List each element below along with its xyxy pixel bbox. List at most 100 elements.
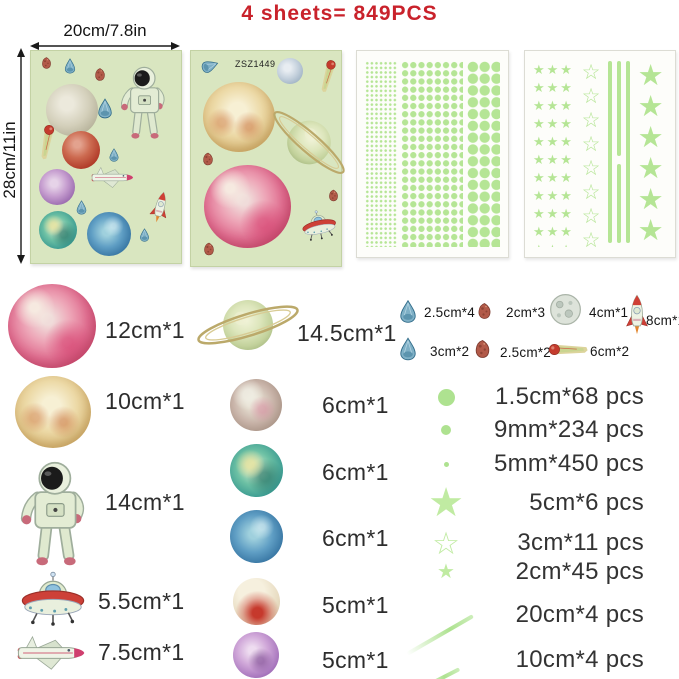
- medium-dots-grid: [401, 61, 463, 247]
- astronaut-icon: [121, 57, 169, 149]
- red-meteor-icon: [41, 56, 52, 70]
- red-planet-icon: [62, 131, 100, 169]
- large-stars-column: ★★★★★★: [637, 61, 664, 247]
- blue-planet-icon: [230, 510, 283, 563]
- space-shuttle-icon: [90, 164, 136, 191]
- earth-icon: [39, 211, 77, 249]
- moon-icon: [277, 58, 303, 84]
- glow-strip: [626, 61, 631, 243]
- large-dots-grid: [467, 61, 500, 247]
- legend-row: 1.5cm*68 pcs: [420, 381, 644, 413]
- item-label: 3cm*2: [430, 344, 470, 359]
- small-dots-grid: [365, 61, 397, 247]
- pink-planet-icon: [8, 284, 96, 368]
- dot-medium-icon: [420, 425, 472, 435]
- item-label: 4cm*1: [589, 305, 629, 320]
- ufo-icon: [12, 570, 94, 628]
- width-dimension-label: 20cm/7.8in: [63, 21, 147, 40]
- legend-row: 5mm*450 pcs: [420, 449, 644, 479]
- legend-row: 20cm*4 pcs: [406, 593, 644, 656]
- legend-label: 9mm*234 pcs: [493, 416, 644, 443]
- item-label: 7.5cm*1: [98, 639, 185, 665]
- comet-icon: [315, 57, 341, 95]
- rocky-planet-icon: [230, 379, 282, 431]
- strips-column: [608, 61, 631, 247]
- red-meteor-icon: [477, 302, 492, 320]
- red-meteor-icon: [203, 242, 215, 256]
- blue-gem-icon: [199, 56, 221, 75]
- item-label: 5cm*1: [322, 647, 389, 673]
- item-label: 2.5cm*2: [500, 345, 551, 360]
- item-label: 2.5cm*4: [424, 305, 475, 320]
- item-label: 5.5cm*1: [98, 588, 185, 614]
- saturn-icon: [193, 284, 303, 366]
- item-label: 10cm*1: [105, 388, 185, 414]
- rocket-icon: [146, 189, 173, 226]
- gray-moon-icon: [46, 84, 98, 136]
- blue-planet-icon: [87, 212, 131, 256]
- sticker-sheet-1: [30, 50, 182, 264]
- jupiter-planet-icon: [203, 82, 275, 152]
- ufo-icon: [294, 205, 344, 245]
- legend-row: 9mm*234 pcs: [420, 414, 644, 446]
- small-stars-grid: ★★★★★★★★★★★★★★★★★★★★★★★★★★★★★★★★★★★★★★★★: [533, 62, 574, 247]
- legend-label: 5mm*450 pcs: [493, 450, 644, 477]
- item-label: 6cm*1: [322, 525, 389, 551]
- stars-sheet: ★★★★★★★★★★★★★★★★★★★★★★★★★★★★★★★★★★★★★★★★…: [524, 50, 676, 258]
- outline-stars-column: ☆☆☆☆☆☆☆☆: [581, 61, 601, 247]
- comet-icon: [548, 341, 588, 358]
- legend-label: 3cm*11 pcs: [517, 529, 644, 556]
- width-arrow: [30, 42, 180, 50]
- blue-gem-icon: [399, 298, 417, 325]
- item-label: 6cm*1: [322, 392, 389, 418]
- legend-row: 10cm*4 pcs: [415, 640, 644, 679]
- space-shuttle-icon: [15, 634, 89, 672]
- purple-planet-icon: [233, 632, 279, 678]
- pink-planet-icon: [204, 165, 291, 248]
- star-outline-icon: ☆: [432, 525, 460, 561]
- item-label: 5cm*1: [322, 592, 389, 618]
- gray-moon-icon: [549, 293, 582, 326]
- legend-label: 10cm*4 pcs: [515, 646, 644, 673]
- red-meteor-icon: [328, 188, 339, 203]
- dot-small-icon: [420, 461, 472, 467]
- astronaut-icon: [20, 461, 92, 567]
- page-title: 4 sheets= 849PCS: [241, 2, 438, 25]
- star-filled-small-icon: ★: [437, 561, 455, 583]
- blue-gem-icon: [399, 336, 417, 362]
- blue-gem-icon: [97, 98, 113, 119]
- legend-label: 2cm*45 pcs: [515, 558, 644, 585]
- star-filled-large-icon: ★: [428, 481, 464, 525]
- glow-strip: [617, 164, 622, 243]
- red-meteor-icon: [202, 152, 214, 166]
- item-label: 8cm*1: [646, 313, 679, 328]
- legend-row: ☆ 3cm*11 pcs: [420, 526, 644, 560]
- sticker-sheet-2: ZSZ1449: [190, 50, 342, 267]
- legend-label: 5cm*6 pcs: [529, 489, 644, 516]
- blue-gem-icon: [64, 58, 76, 74]
- red-white-planet-icon: [233, 578, 280, 625]
- yellow-moon-icon: [15, 376, 91, 448]
- item-label: 2cm*3: [506, 305, 546, 320]
- comet-icon: [33, 122, 61, 161]
- height-arrow: [17, 48, 25, 264]
- red-meteor-icon: [474, 339, 491, 359]
- legend-row: ★ 5cm*6 pcs: [420, 483, 644, 523]
- purple-planet-icon: [39, 169, 75, 205]
- item-label: 6cm*2: [590, 344, 630, 359]
- legend-row: ★ 2cm*45 pcs: [420, 557, 644, 587]
- earth-icon: [230, 444, 283, 497]
- blue-gem-icon: [108, 148, 120, 162]
- sheet-code: ZSZ1449: [235, 59, 276, 69]
- blue-gem-icon: [138, 228, 151, 242]
- item-label: 14.5cm*1: [297, 320, 397, 346]
- item-label: 12cm*1: [105, 317, 185, 343]
- dot-large-icon: [420, 388, 472, 406]
- item-label: 14cm*1: [105, 489, 185, 515]
- item-label: 6cm*1: [322, 459, 389, 485]
- dots-sheet: [356, 50, 509, 258]
- glow-strip: [617, 61, 622, 156]
- legend-label: 1.5cm*68 pcs: [494, 383, 644, 410]
- red-meteor-icon: [94, 67, 106, 82]
